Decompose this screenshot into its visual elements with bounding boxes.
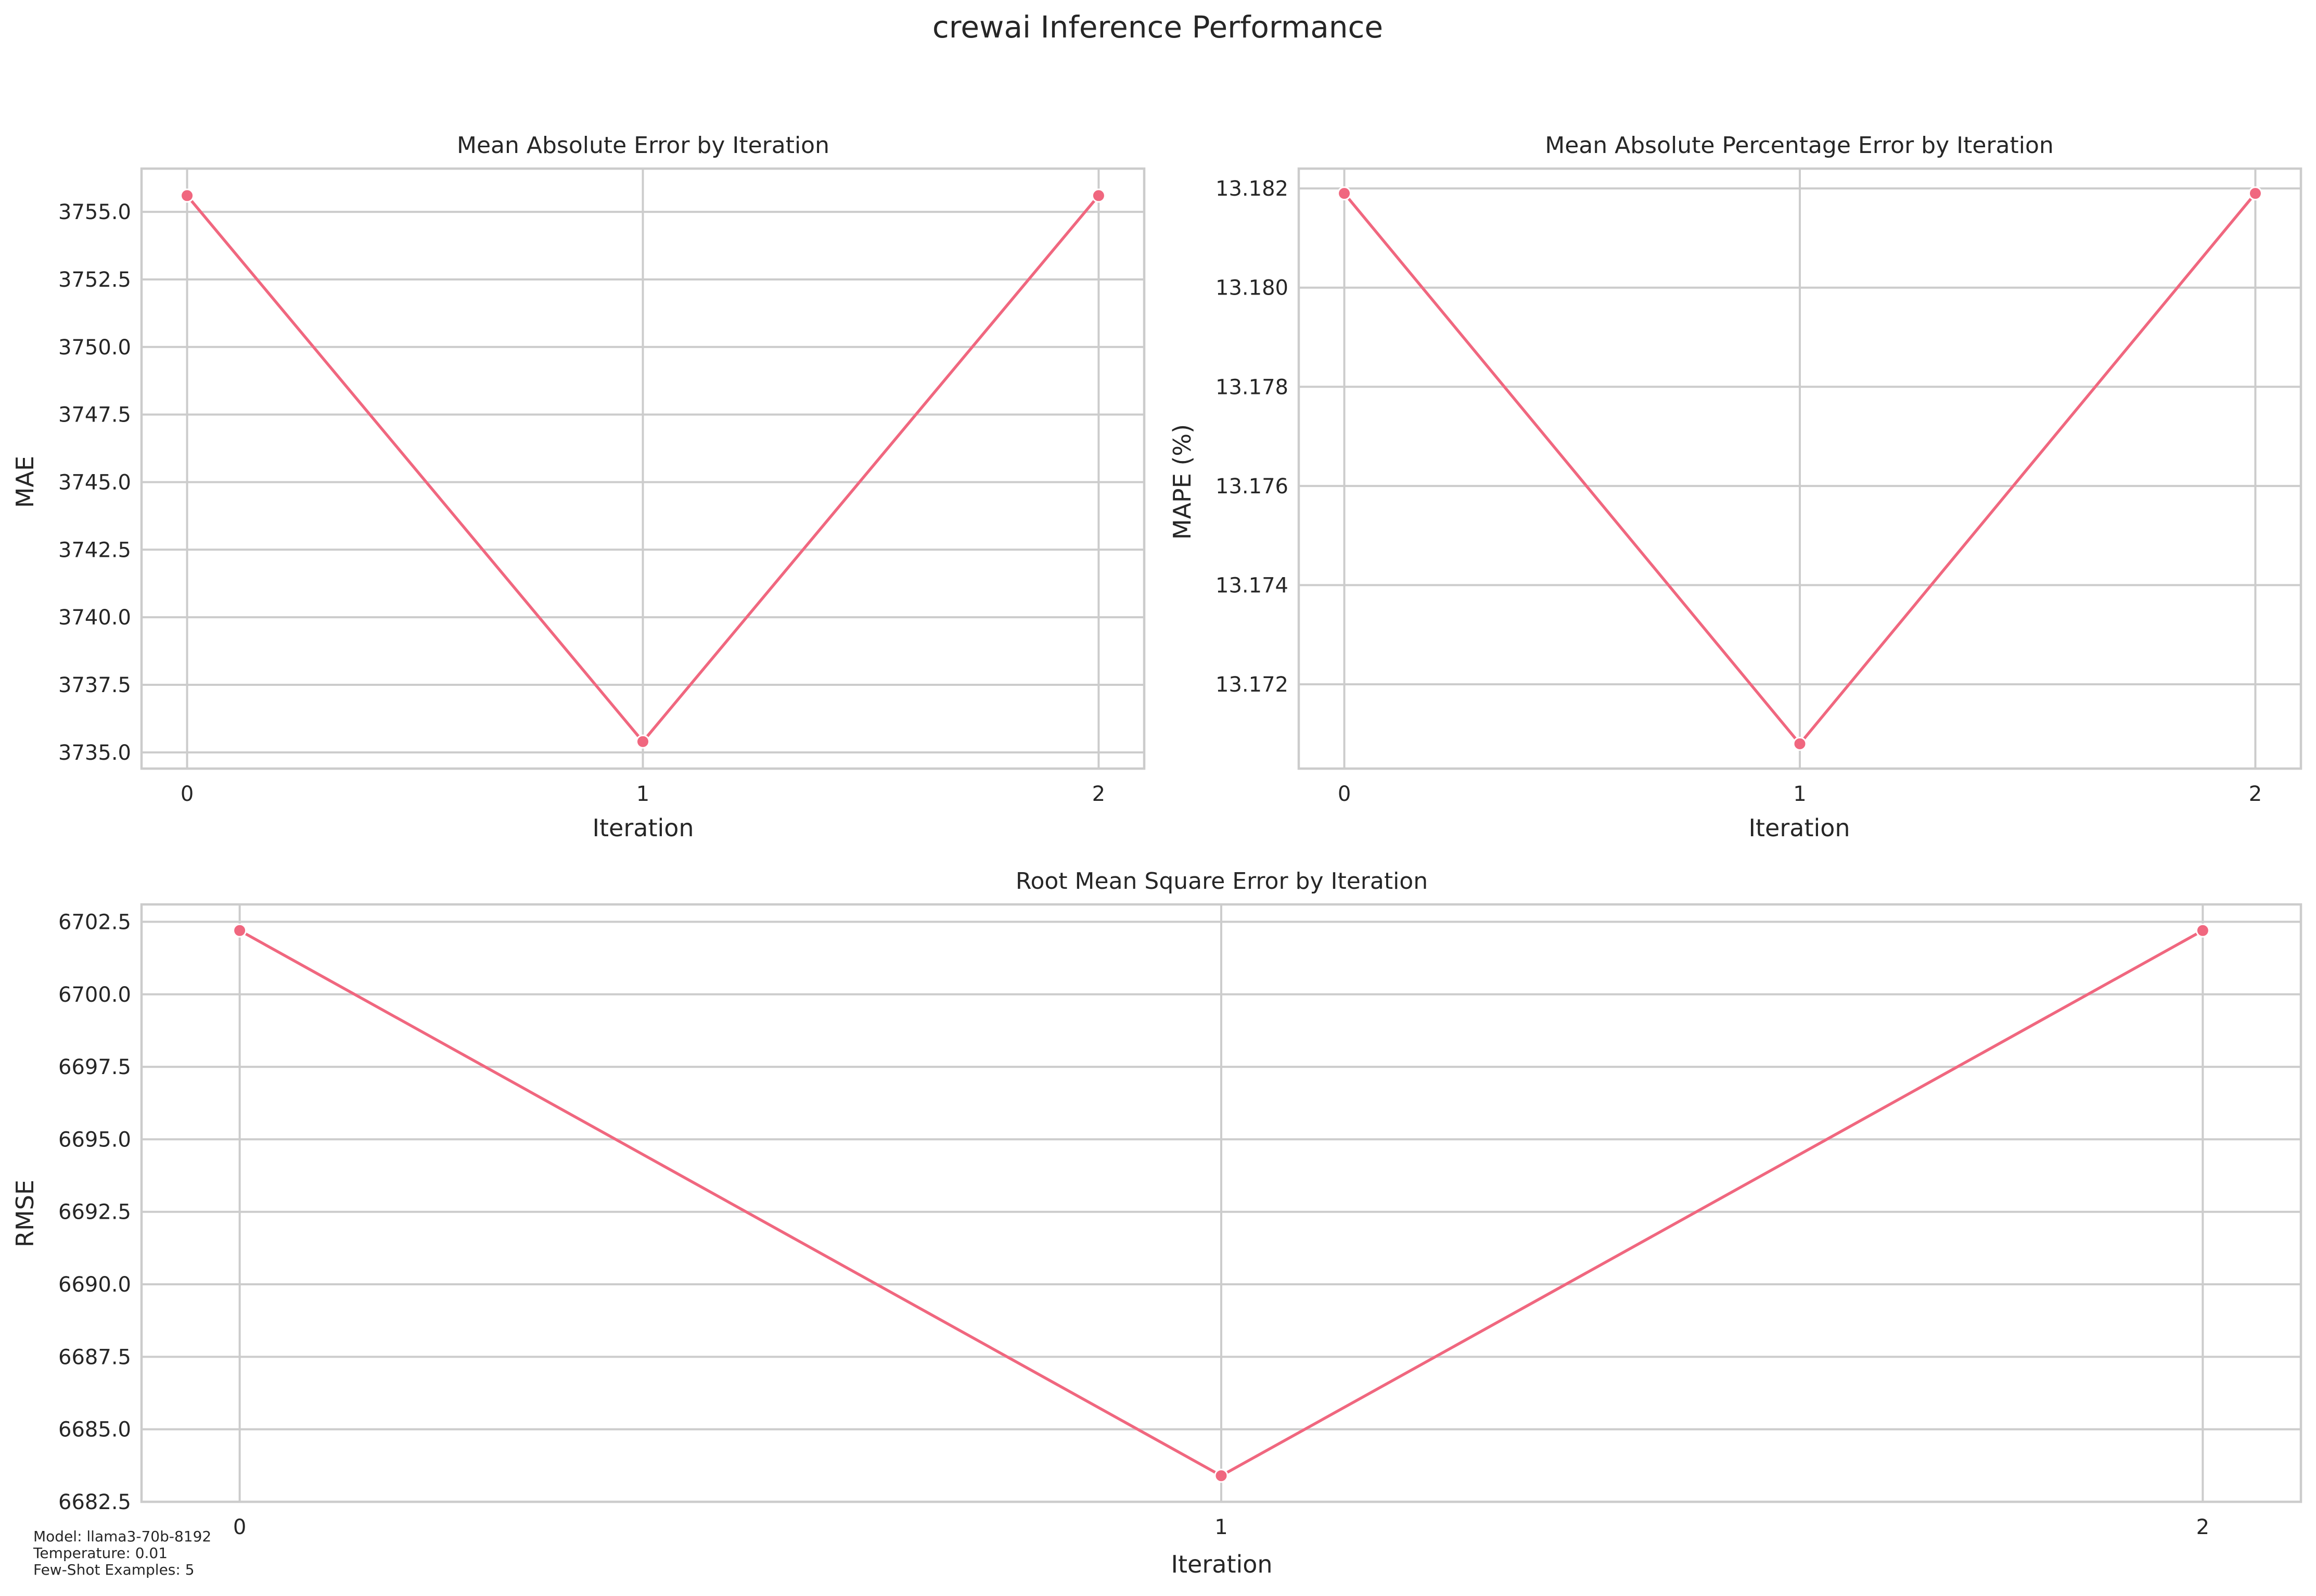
rmse-title: Root Mean Square Error by Iteration — [1016, 868, 1428, 895]
rmse-x-tick-label: 1 — [1214, 1515, 1227, 1539]
mape-data-point — [1793, 736, 1807, 751]
rmse-y-tick-label: 6687.5 — [58, 1345, 131, 1369]
rmse-y-tick-label: 6682.5 — [58, 1490, 131, 1514]
rmse-xlabel: Iteration — [1171, 1550, 1272, 1578]
mape-axes-frame — [1297, 167, 2302, 770]
mae-x-tick-label: 2 — [1092, 782, 1105, 806]
rmse-y-tick-label: 6697.5 — [58, 1055, 131, 1079]
rmse-panel: 0 1 2 6682.5 6685.0 6687.5 6690.0 6692.5 6695.0 6… — [11, 868, 2302, 1578]
mae-y-tick-label: 3740.0 — [58, 606, 131, 630]
mape-title: Mean Absolute Percentage Error by Iterat… — [1545, 132, 2054, 159]
mape-y-tick-label: 13.178 — [1215, 375, 1288, 399]
mae-axes-frame — [140, 167, 1146, 770]
note-few-shot: Few-Shot Examples: 5 — [33, 1561, 195, 1578]
mape-y-tick-label: 13.180 — [1215, 276, 1288, 300]
mae-data-point — [1091, 188, 1106, 203]
rmse-data-point — [233, 923, 247, 938]
rmse-data-point — [2195, 923, 2210, 938]
mape-ylabel: MAPE (%) — [1168, 424, 1196, 540]
mae-y-tick-label: 3737.5 — [58, 673, 131, 697]
mae-x-tick-label: 1 — [636, 782, 649, 806]
mae-data-point — [180, 188, 195, 203]
mape-y-tick-label: 13.174 — [1215, 573, 1288, 597]
mae-ylabel: MAE — [11, 456, 39, 508]
rmse-y-tick-label: 6702.5 — [58, 910, 131, 934]
mae-y-tick-label: 3742.5 — [58, 538, 131, 562]
mape-x-tick-label: 2 — [2249, 782, 2262, 806]
mape-panel: 0 1 213.17213.17413.17613.17813.18013.182 … — [1168, 132, 2302, 842]
run-info-notes: Model: llama3-70b-8192 Temperature: 0.01… — [33, 1528, 211, 1578]
mape-x-tick-label: 1 — [1793, 782, 1806, 806]
mae-xlabel: Iteration — [592, 814, 694, 842]
mae-y-tick-label: 3750.0 — [58, 336, 131, 360]
mape-xlabel: Iteration — [1748, 814, 1850, 842]
mape-y-tick-label: 13.182 — [1215, 177, 1288, 201]
rmse-y-tick-label: 6690.0 — [58, 1273, 131, 1297]
mae-y-tick-label: 3735.0 — [58, 741, 131, 765]
rmse-y-tick-label: 6695.0 — [58, 1128, 131, 1152]
mape-x-tick-label: 0 — [1338, 782, 1351, 806]
note-model: Model: llama3-70b-8192 — [33, 1528, 211, 1545]
rmse-y-tick-label: 6685.0 — [58, 1418, 131, 1442]
mae-y-tick-label: 3745.0 — [58, 470, 131, 494]
mape-y-tick-label: 13.172 — [1215, 673, 1288, 697]
rmse-axes-frame — [140, 903, 2302, 1503]
mae-panel: 0 1 2 3735.0 3737.5 3740.0 3742.5 3745.0 3747.5 3… — [11, 132, 1146, 842]
rmse-data-point — [1214, 1469, 1229, 1483]
mape-data-point — [2248, 186, 2262, 201]
rmse-y-tick-label: 6700.0 — [58, 983, 131, 1007]
mae-y-tick-label: 3755.0 — [58, 200, 131, 224]
mae-y-tick-label: 3752.5 — [58, 268, 131, 292]
mae-data-point — [636, 734, 650, 749]
rmse-x-tick-label: 0 — [233, 1515, 246, 1539]
mape-y-tick-label: 13.176 — [1215, 475, 1288, 499]
figure-suptitle: crewai Inference Performance — [932, 9, 1383, 45]
rmse-ylabel: RMSE — [11, 1180, 39, 1247]
rmse-y-tick-label: 6692.5 — [58, 1201, 131, 1224]
note-temperature: Temperature: 0.01 — [33, 1544, 168, 1562]
mae-x-tick-label: 0 — [181, 782, 194, 806]
mape-data-point — [1337, 186, 1352, 201]
mae-y-tick-label: 3747.5 — [58, 403, 131, 427]
rmse-x-tick-label: 2 — [2196, 1515, 2209, 1539]
mae-title: Mean Absolute Error by Iteration — [457, 132, 829, 159]
